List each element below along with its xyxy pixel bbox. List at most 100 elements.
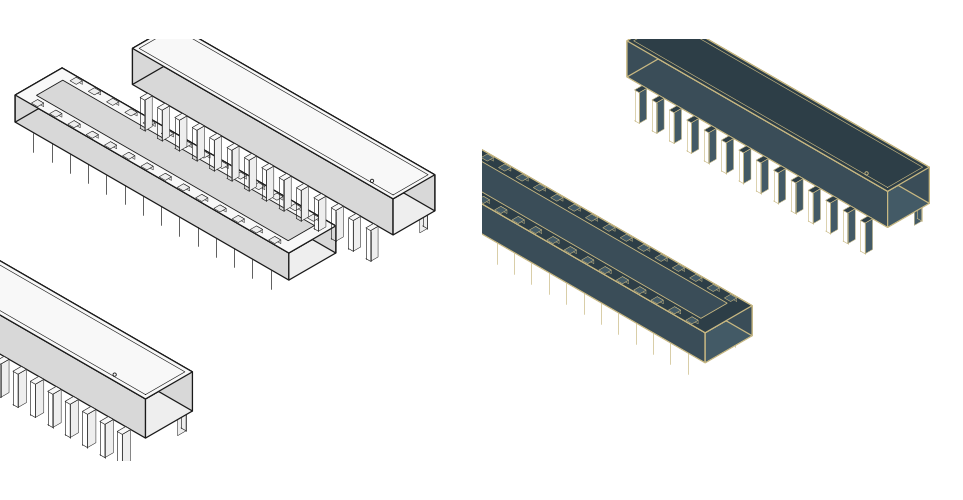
Polygon shape [216, 162, 228, 168]
Polygon shape [131, 109, 137, 116]
Polygon shape [67, 120, 80, 128]
Polygon shape [248, 156, 256, 191]
Polygon shape [111, 142, 117, 149]
Polygon shape [242, 95, 253, 102]
Polygon shape [177, 184, 190, 191]
Polygon shape [65, 396, 79, 404]
Polygon shape [605, 266, 612, 274]
Polygon shape [214, 205, 226, 212]
Polygon shape [365, 110, 727, 318]
Polygon shape [407, 156, 420, 164]
Polygon shape [512, 216, 525, 224]
Polygon shape [534, 184, 546, 191]
Polygon shape [70, 400, 79, 438]
Polygon shape [568, 204, 581, 212]
Polygon shape [140, 93, 152, 100]
Polygon shape [557, 194, 563, 202]
Polygon shape [349, 214, 361, 220]
Polygon shape [657, 296, 664, 304]
Polygon shape [587, 256, 594, 264]
Polygon shape [674, 306, 681, 314]
Polygon shape [92, 131, 98, 138]
Polygon shape [857, 158, 870, 164]
Polygon shape [692, 316, 698, 324]
Polygon shape [482, 154, 494, 161]
Polygon shape [307, 214, 320, 222]
Polygon shape [518, 216, 525, 224]
Polygon shape [363, 165, 376, 172]
Polygon shape [145, 372, 193, 438]
Polygon shape [269, 236, 281, 244]
Polygon shape [284, 176, 291, 211]
Polygon shape [668, 306, 681, 314]
Polygon shape [15, 95, 289, 280]
Polygon shape [289, 226, 336, 280]
Polygon shape [340, 122, 705, 363]
Polygon shape [295, 204, 301, 211]
Polygon shape [353, 216, 361, 252]
Polygon shape [149, 120, 155, 126]
Polygon shape [530, 226, 542, 234]
Polygon shape [888, 167, 929, 228]
Polygon shape [159, 174, 171, 180]
Polygon shape [56, 110, 62, 118]
Polygon shape [259, 105, 271, 112]
Polygon shape [214, 136, 221, 171]
Polygon shape [714, 284, 719, 292]
Polygon shape [120, 364, 134, 372]
Polygon shape [362, 126, 368, 134]
Polygon shape [86, 344, 99, 352]
Polygon shape [204, 151, 210, 158]
Polygon shape [314, 194, 325, 200]
Polygon shape [443, 176, 455, 184]
Polygon shape [679, 264, 685, 272]
Polygon shape [289, 204, 301, 211]
Polygon shape [808, 186, 820, 193]
Polygon shape [224, 85, 236, 92]
Polygon shape [340, 95, 752, 333]
Polygon shape [778, 168, 786, 203]
Polygon shape [627, 41, 888, 228]
Polygon shape [166, 174, 171, 180]
Polygon shape [252, 182, 265, 190]
Polygon shape [37, 80, 315, 240]
Polygon shape [103, 354, 117, 362]
Polygon shape [705, 306, 752, 363]
Polygon shape [686, 316, 698, 324]
Polygon shape [701, 68, 714, 74]
Polygon shape [394, 104, 406, 111]
Polygon shape [143, 378, 151, 416]
Polygon shape [86, 131, 98, 138]
Polygon shape [564, 246, 577, 254]
Polygon shape [830, 198, 838, 234]
Polygon shape [277, 193, 283, 200]
Polygon shape [297, 184, 308, 190]
Polygon shape [245, 154, 256, 160]
Polygon shape [460, 186, 472, 194]
Polygon shape [793, 120, 800, 155]
Polygon shape [234, 172, 247, 179]
Polygon shape [62, 68, 336, 253]
Polygon shape [38, 100, 43, 106]
Polygon shape [574, 204, 581, 212]
Polygon shape [657, 98, 664, 134]
Polygon shape [380, 175, 393, 182]
Polygon shape [478, 196, 489, 203]
Polygon shape [696, 274, 702, 281]
Polygon shape [770, 108, 783, 114]
Polygon shape [753, 98, 766, 104]
Polygon shape [351, 158, 358, 193]
Polygon shape [603, 224, 615, 232]
Polygon shape [125, 368, 134, 406]
Polygon shape [466, 186, 472, 194]
Polygon shape [483, 196, 489, 203]
Polygon shape [687, 116, 699, 123]
Polygon shape [570, 246, 577, 254]
Polygon shape [553, 236, 560, 244]
Polygon shape [179, 140, 192, 147]
Polygon shape [707, 284, 719, 292]
Polygon shape [810, 130, 818, 165]
Polygon shape [661, 254, 667, 262]
Polygon shape [122, 152, 135, 160]
Polygon shape [147, 162, 153, 170]
